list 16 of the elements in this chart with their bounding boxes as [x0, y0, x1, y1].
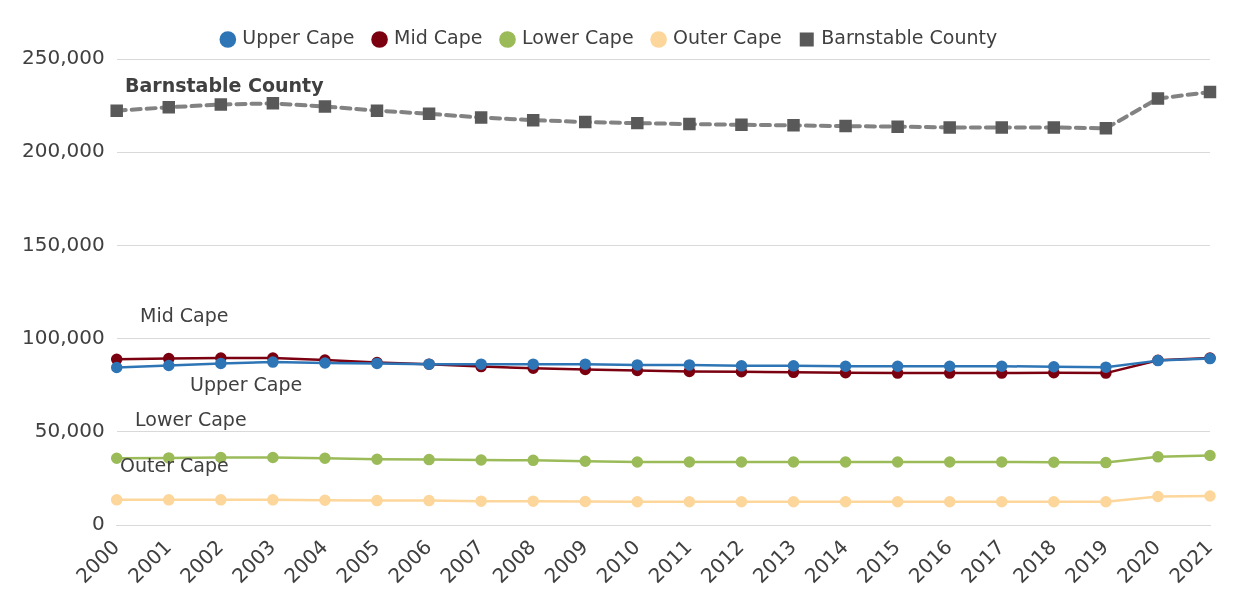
annotation: Mid Cape [140, 303, 229, 326]
y-tick-label: 100,000 [21, 324, 105, 349]
annotation: Lower Cape [135, 407, 247, 430]
legend-label: Lower Cape [521, 26, 634, 49]
legend-label: Mid Cape [394, 26, 483, 49]
legend-label: Outer Cape [673, 26, 782, 49]
y-tick-label: 200,000 [21, 138, 105, 163]
annotation: Upper Cape [190, 372, 303, 395]
y-tick-label: 250,000 [21, 45, 105, 70]
annotation: Outer Cape [120, 453, 229, 476]
legend-label: Barnstable County [821, 26, 998, 49]
y-tick-label: 50,000 [34, 418, 105, 443]
y-tick-label: 0 [91, 511, 105, 536]
annotation: Barnstable County [125, 73, 325, 96]
y-tick-label: 150,000 [21, 231, 105, 256]
legend-label: Upper Cape [242, 26, 355, 49]
